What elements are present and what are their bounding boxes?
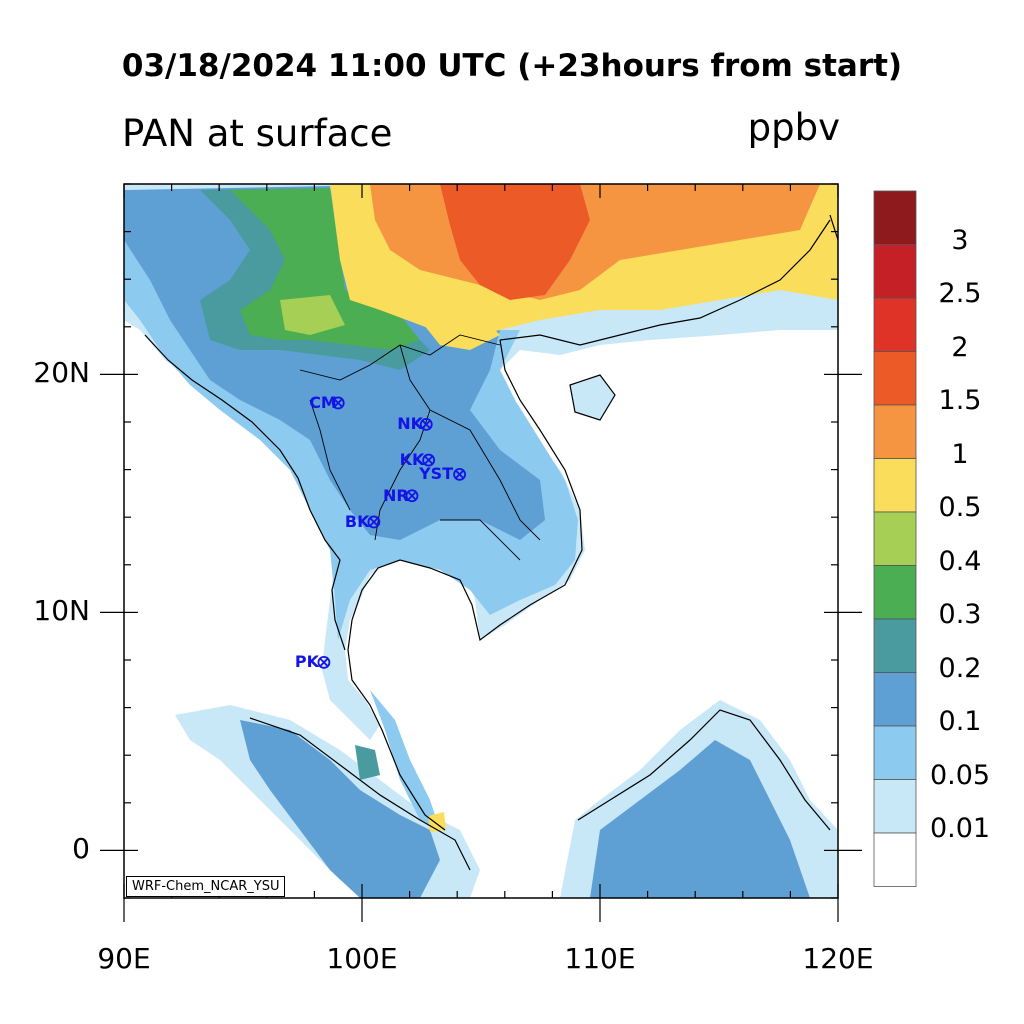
colorbar-segment	[873, 190, 917, 245]
colorbar-label: 0.4	[938, 545, 982, 577]
model-credit: WRF-Chem_NCAR_YSU	[126, 876, 286, 897]
colorbar-label: 1.5	[938, 385, 982, 416]
site-marker-yst	[453, 467, 466, 481]
colorbar-segment	[873, 351, 917, 406]
borneo-coast	[577, 709, 831, 831]
mainland-blue	[124, 186, 545, 540]
plot-frame	[123, 183, 839, 899]
colorbar-segment	[873, 511, 917, 566]
longitude-tick-label: 100E	[326, 942, 398, 975]
colorbar-segment	[873, 832, 917, 887]
colorbar-label: 2	[951, 331, 969, 363]
colorbar-segment	[873, 244, 917, 299]
colorbar-label: 0.05	[929, 759, 991, 791]
mainland-green	[230, 188, 420, 350]
china-coast-yellow	[420, 315, 500, 350]
longitude-tick-label: 120E	[802, 942, 874, 975]
longitude-tick-label: 110E	[564, 942, 636, 975]
colorbar-label: 3	[951, 224, 969, 256]
country-borders	[299, 334, 541, 561]
colorbar-label: 1	[951, 438, 969, 470]
coastline-west	[144, 334, 346, 651]
site-label-bk: BK	[344, 511, 370, 531]
colorbar-segment	[873, 404, 917, 459]
axis-ticks	[100, 183, 862, 922]
coastline	[347, 339, 583, 831]
site-marker-pk	[317, 655, 331, 669]
site-markers	[317, 396, 466, 669]
colorbar-label: 0.2	[938, 652, 982, 684]
colorbar-label: 0.3	[938, 599, 982, 630]
colorbar-label: 0.01	[929, 813, 991, 844]
site-marker-cm	[331, 396, 345, 410]
colorbar-segment	[873, 565, 917, 620]
sumatra-blue	[240, 720, 440, 898]
colorbar-label: 0.5	[938, 492, 982, 523]
latitude-tick-label: 20N	[33, 356, 90, 390]
colorbar-segment	[873, 672, 917, 727]
site-label-pk: PK	[294, 652, 320, 672]
site-marker-nk	[419, 417, 433, 431]
site-marker-nr	[405, 489, 419, 503]
longitude-tick-label: 90E	[97, 942, 151, 975]
site-label-nk: NK	[397, 414, 424, 434]
site-label-yst: YST	[419, 464, 454, 484]
latitude-tick-label: 10N	[33, 594, 90, 628]
site-label-kk: KK	[399, 450, 425, 470]
colorbar	[873, 190, 917, 887]
borneo-blue	[590, 740, 810, 898]
malay-teal	[355, 745, 380, 780]
plot-title: 03/18/2024 11:00 UTC (+23hours from star…	[121, 48, 903, 84]
china-red-plume	[440, 184, 590, 300]
colorbar-label: 0.1	[938, 706, 982, 737]
coastline-china	[499, 219, 831, 346]
sumatra-coast	[249, 717, 471, 871]
units-label: ppbv	[747, 106, 840, 149]
site-label-cm: CM	[309, 392, 337, 412]
colorbar-segment	[873, 618, 917, 673]
colorbar-segment	[873, 779, 917, 834]
map-plot-area	[124, 184, 838, 898]
site-marker-bk	[367, 515, 381, 529]
variable-label: PAN at surface	[122, 112, 393, 155]
taiwan	[829, 214, 838, 241]
latitude-tick-label: 0	[72, 832, 90, 866]
site-marker-kk	[422, 453, 436, 467]
colorbar-segment	[873, 458, 917, 513]
colorbar-segment	[873, 725, 917, 780]
colorbar-label: 2.5	[938, 278, 982, 309]
site-label-nr: NR	[382, 485, 409, 505]
hainan	[569, 374, 616, 421]
colorbar-segment	[873, 297, 917, 352]
mainland-lime	[280, 295, 345, 335]
